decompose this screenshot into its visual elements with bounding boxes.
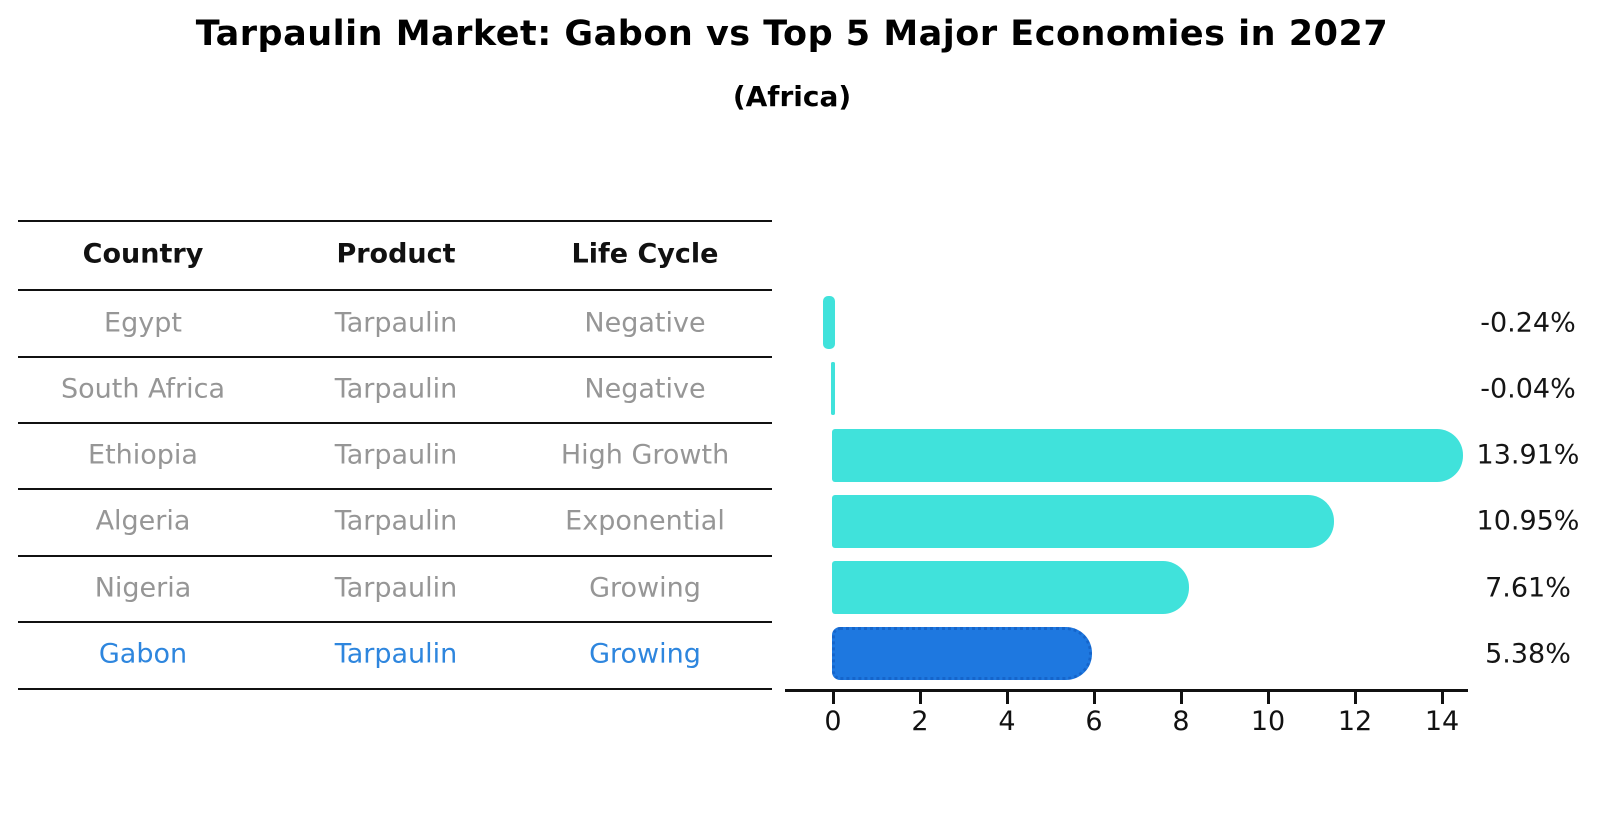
table-cell-product: Tarpaulin	[334, 572, 458, 603]
x-axis-ticklabel: 12	[1337, 706, 1373, 737]
table-cell-country: Gabon	[98, 638, 188, 669]
x-axis-tickmark	[1440, 692, 1444, 704]
bar-ethiopia	[831, 428, 1464, 482]
bar-value-label: 5.38%	[1485, 638, 1571, 669]
table-cell-life_cycle: Negative	[584, 373, 706, 404]
table-cell-product: Tarpaulin	[334, 307, 458, 338]
bar-nigeria	[831, 561, 1190, 614]
bar-value-label: -0.04%	[1480, 373, 1576, 404]
table-header-life-cycle: Life Cycle	[571, 238, 719, 270]
table-cell-product: Tarpaulin	[334, 373, 458, 404]
table-cell-life_cycle: Exponential	[565, 505, 725, 537]
table-rule	[18, 621, 772, 623]
x-axis-tickmark	[918, 692, 922, 704]
table-rule	[18, 687, 772, 690]
chart-title: Tarpaulin Market: Gabon vs Top 5 Major E…	[195, 14, 1389, 54]
table-cell-country: Ethiopia	[88, 439, 198, 471]
x-axis-line	[785, 689, 1468, 692]
x-axis-ticklabel: 2	[911, 706, 929, 737]
table-cell-product: Tarpaulin	[334, 638, 458, 669]
table-cell-life_cycle: Negative	[584, 307, 706, 338]
x-axis-tickmark	[1005, 692, 1009, 704]
x-axis-tickmark	[1353, 692, 1357, 704]
table-cell-country: Algeria	[95, 505, 191, 537]
bar-algeria	[831, 494, 1335, 548]
table-cell-country: Egypt	[104, 307, 182, 338]
bar-egypt	[822, 296, 835, 349]
x-axis-ticklabel: 6	[1085, 706, 1103, 737]
table-rule	[18, 355, 772, 358]
x-axis-ticklabel: 0	[824, 706, 842, 737]
table-rule	[18, 554, 772, 557]
x-axis-ticklabel: 4	[998, 706, 1016, 737]
table-cell-country: Nigeria	[94, 572, 192, 603]
table-cell-life_cycle: Growing	[589, 572, 701, 603]
x-axis-tickmark	[1092, 692, 1096, 704]
x-axis-tickmark	[1179, 692, 1183, 704]
table-rule	[18, 488, 772, 490]
bar-value-label: -0.24%	[1480, 307, 1576, 338]
bar-south-africa	[831, 362, 835, 415]
bar-value-label: 13.91%	[1476, 439, 1580, 471]
table-rule	[18, 289, 772, 291]
x-axis-tickmark	[1266, 692, 1270, 704]
table-header-country: Country	[82, 238, 204, 270]
table-cell-product: Tarpaulin	[334, 439, 458, 471]
table-cell-life_cycle: High Growth	[560, 439, 730, 471]
table-cell-country: South Africa	[60, 373, 226, 404]
x-axis-ticklabel: 10	[1250, 706, 1286, 737]
table-header-product: Product	[336, 238, 456, 270]
table-cell-life_cycle: Growing	[589, 638, 701, 669]
chart-subtitle: (Africa)	[732, 80, 852, 113]
x-axis-ticklabel: 14	[1424, 706, 1460, 737]
bar-value-label: 7.61%	[1485, 572, 1571, 603]
table-cell-product: Tarpaulin	[334, 505, 458, 537]
x-axis-ticklabel: 8	[1172, 706, 1190, 737]
table-rule	[18, 220, 772, 222]
bar-gabon	[831, 627, 1093, 680]
x-axis-tickmark	[831, 692, 835, 704]
table-rule	[18, 421, 772, 424]
bar-value-label: 10.95%	[1476, 505, 1580, 537]
